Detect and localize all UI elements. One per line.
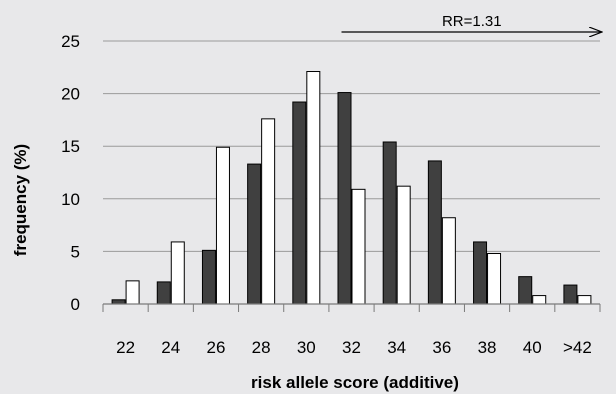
bar (306, 71, 321, 305)
bar (125, 280, 140, 305)
bar (427, 160, 442, 305)
x-tick-label: 32 (342, 338, 361, 357)
y-tick-label: 15 (61, 137, 80, 156)
x-tick-label: 22 (116, 338, 135, 357)
x-tick-label: 36 (432, 338, 451, 357)
bar (518, 276, 533, 305)
y-tick-label: 25 (61, 32, 80, 51)
bar (473, 241, 488, 305)
bar (487, 253, 502, 305)
bar (215, 146, 230, 305)
bar (201, 249, 216, 305)
x-tick-label: 24 (161, 338, 180, 357)
y-tick-label: 10 (61, 190, 80, 209)
x-tick-label: >42 (563, 338, 592, 357)
bar (261, 118, 276, 305)
bar (396, 185, 411, 305)
bar (441, 217, 456, 305)
bar (156, 281, 171, 305)
bar (337, 92, 352, 305)
x-axis (102, 303, 601, 312)
bars (111, 71, 592, 305)
tick-labels: 0 5 10 15 20 25 22 24 26 28 30 32 34 36 38 40 >42 (61, 32, 592, 357)
x-tick-label: 26 (206, 338, 225, 357)
bar (532, 295, 547, 305)
rr-annotation-label: RR=1.31 (442, 13, 502, 30)
bar (563, 284, 578, 305)
bar (111, 299, 126, 305)
rr-annotation: RR=1.31 (341, 13, 603, 32)
x-axis-title: risk allele score (additive) (251, 373, 459, 392)
x-tick-label: 28 (252, 338, 271, 357)
x-tick-label: 30 (297, 338, 316, 357)
y-tick-label: 20 (61, 85, 80, 104)
y-tick-label: 0 (71, 295, 80, 314)
x-tick-label: 34 (387, 338, 406, 357)
bar (170, 241, 185, 305)
bar (577, 295, 592, 305)
bar (247, 163, 262, 305)
bar (351, 188, 366, 305)
bar (382, 141, 397, 305)
y-axis-title: frequency (%) (11, 144, 30, 256)
x-tick-label: 40 (523, 338, 542, 357)
x-tick-label: 38 (478, 338, 497, 357)
bar (292, 101, 307, 305)
y-tick-label: 5 (71, 242, 80, 261)
